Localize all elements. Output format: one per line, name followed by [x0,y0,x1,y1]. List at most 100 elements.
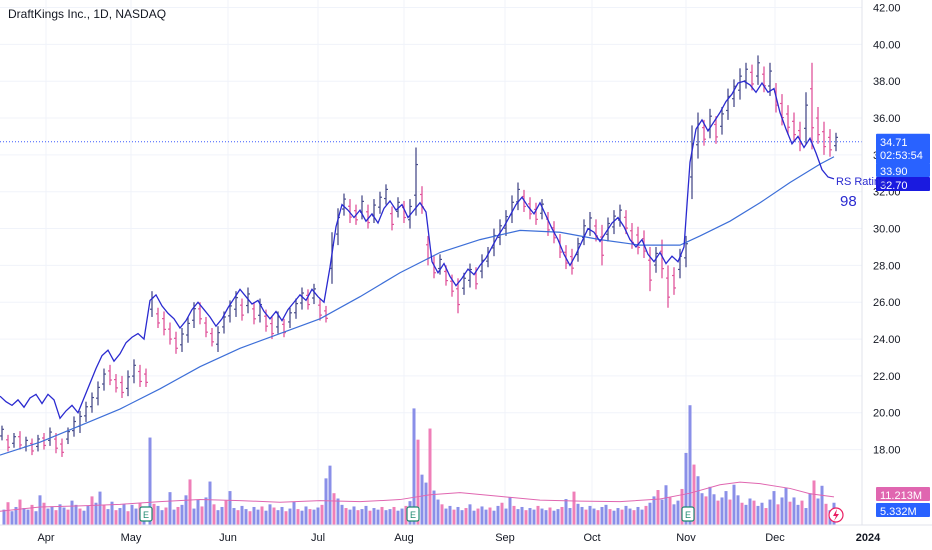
volume-bar [444,508,448,525]
y-tick-label: 24.00 [873,334,901,346]
volume-bar [640,509,644,525]
volume-bar [184,495,188,525]
volume-bar [102,504,106,525]
volume-bar [336,498,340,525]
earnings-badge-label: E [685,510,691,520]
moving-average-line [0,156,835,456]
y-tick-label: 28.00 [873,260,901,272]
volume-bar [628,508,632,525]
volume-bar [692,464,696,525]
y-tick-label: 18.00 [873,445,901,457]
volume-bar [6,502,10,525]
volume-bar [90,496,94,525]
volume-bar [540,508,544,525]
volume-bar [552,510,556,525]
volume-bar [172,509,176,525]
rs-tag: 32.70 [880,180,908,192]
volume-bar [308,509,312,525]
volume-bar [736,495,740,525]
volume-bar [14,506,18,525]
volume-bar [256,509,260,525]
volume-bar [232,508,236,525]
chart-title: DraftKings Inc., 1D, NASDAQ [8,7,166,21]
volume-bar [516,509,520,525]
volume-bar [572,491,576,525]
y-tick-label: 20.00 [873,408,901,420]
volume-bar [110,501,114,525]
volume-bar [212,504,216,525]
volume-bar [756,505,760,525]
volume-bar [484,509,488,525]
volume-bar [134,508,138,525]
volume-bar [604,504,608,525]
earnings-badge-label: E [410,510,416,520]
volume-bar [18,499,22,525]
volume-bar [416,439,420,525]
volume-bar [456,506,460,525]
volume-bar [464,508,468,525]
volume-bar [608,509,612,525]
volume-bar [612,510,616,525]
volume-ma-tag: 11.213M [880,490,922,502]
volume-bar [684,452,688,525]
volume-bar [228,491,232,525]
volume-bar [664,485,668,525]
volume-bar [532,509,536,525]
volume-bar [764,508,768,525]
volume-bar [436,499,440,525]
volume-bar [2,509,6,525]
volume-bar [504,508,508,525]
volume-bar [660,499,664,525]
volume-bar [704,496,708,525]
y-tick-label: 30.00 [873,224,901,236]
earnings-badge [681,506,695,522]
x-tick-label: Apr [37,532,54,544]
volume-bar [204,497,208,525]
volume-bar [432,490,436,525]
volume-bar [452,509,456,525]
volume-bar [58,504,62,525]
volume-bar [524,510,528,525]
volume-bar [126,511,130,525]
y-tick-label: 40.00 [873,39,901,51]
volume-bar [30,504,34,525]
volume-bar [588,505,592,525]
volume-bar [340,504,344,525]
volume-bar [584,509,588,525]
volume-bar [752,500,756,525]
volume-bar [118,508,122,525]
volume-bar [820,485,824,525]
volume-bar [700,493,704,525]
volume-bar [164,507,168,525]
volume-bar [600,506,604,525]
volume-bar [94,502,98,525]
volume-bar [348,509,352,525]
x-tick-label: Dec [765,532,785,544]
volume-bar [580,506,584,525]
volume-bar [744,504,748,525]
rs-line [0,80,835,420]
volume-bar [548,507,552,525]
volume-bar [388,509,392,525]
volume-bar [328,465,332,525]
volume-bar [384,510,388,525]
volume-bar [356,510,360,525]
volume-bar [632,510,636,525]
volume-bar [496,505,500,525]
volume-bar [196,499,200,525]
volume-bar [86,505,90,525]
volume-bar [300,510,304,525]
volume-bar [512,505,516,525]
volume-bar [376,509,380,525]
volume-bar [352,506,356,525]
volume-bar [468,504,472,525]
price-tag: 34.71 [880,137,908,149]
volume-bar [676,500,680,525]
volume-bar [280,506,284,525]
x-tick-label: Oct [583,532,600,544]
volume-bar [508,497,512,525]
volume-bar [304,506,308,525]
volume-bar [42,502,46,525]
